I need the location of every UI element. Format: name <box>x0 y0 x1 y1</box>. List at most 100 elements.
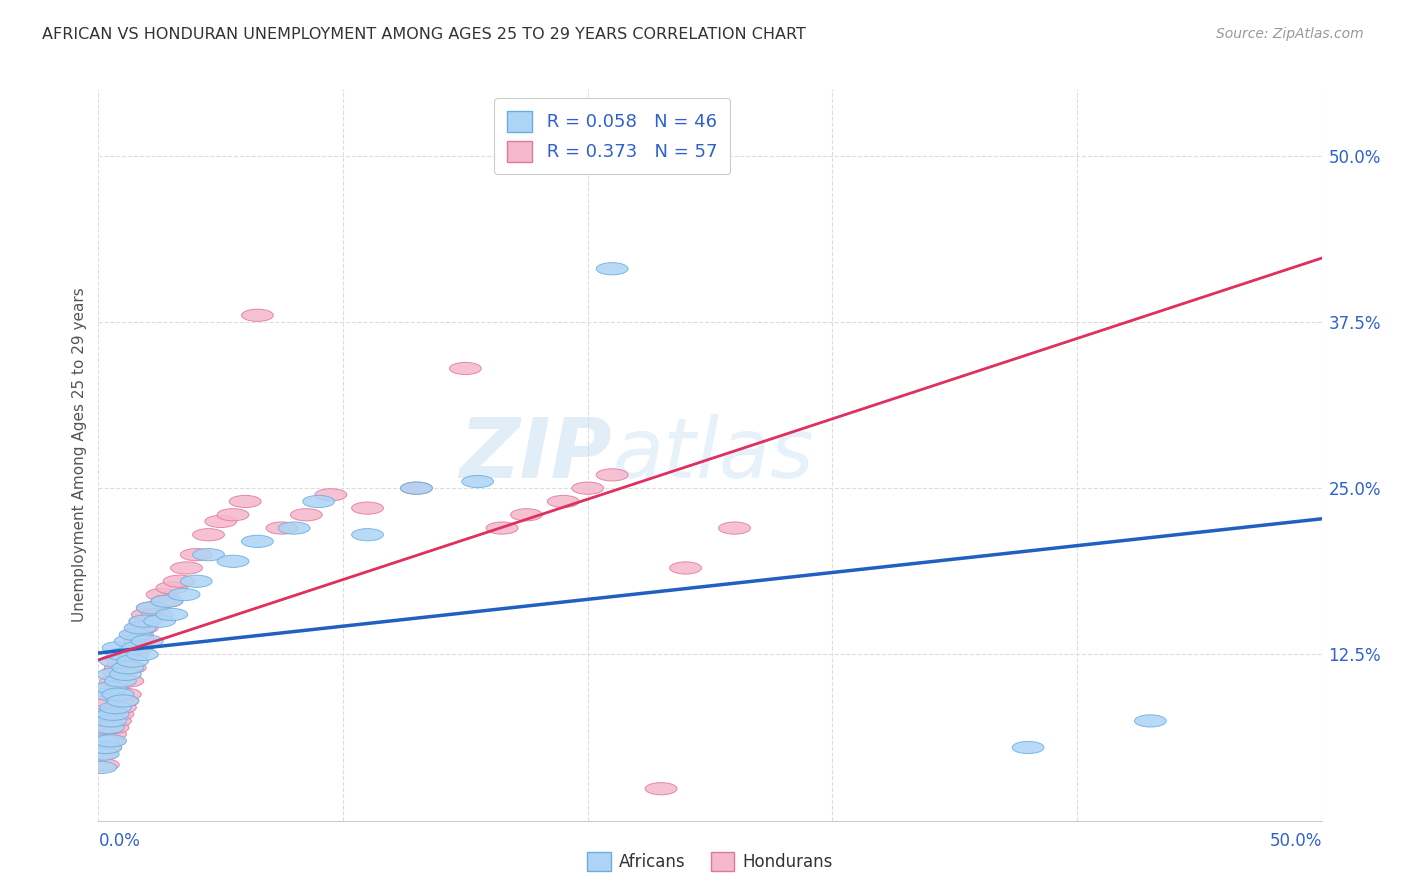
Ellipse shape <box>100 675 131 687</box>
Ellipse shape <box>547 495 579 508</box>
Text: 50.0%: 50.0% <box>1270 831 1322 849</box>
Ellipse shape <box>669 562 702 574</box>
Ellipse shape <box>100 714 131 727</box>
Ellipse shape <box>302 495 335 508</box>
Ellipse shape <box>129 615 160 627</box>
Ellipse shape <box>1012 741 1045 754</box>
Ellipse shape <box>150 595 183 607</box>
Ellipse shape <box>352 502 384 514</box>
Ellipse shape <box>163 575 195 587</box>
Ellipse shape <box>104 701 136 714</box>
Ellipse shape <box>97 722 129 733</box>
Text: 0.0%: 0.0% <box>98 831 141 849</box>
Ellipse shape <box>94 681 127 694</box>
Ellipse shape <box>104 662 136 673</box>
Ellipse shape <box>141 608 173 621</box>
Ellipse shape <box>129 615 160 627</box>
Ellipse shape <box>93 695 124 707</box>
Ellipse shape <box>510 508 543 521</box>
Ellipse shape <box>486 522 517 534</box>
Ellipse shape <box>205 516 236 527</box>
Ellipse shape <box>94 728 127 740</box>
Ellipse shape <box>84 762 117 773</box>
Ellipse shape <box>110 668 141 681</box>
Ellipse shape <box>87 748 120 760</box>
Ellipse shape <box>450 362 481 375</box>
Ellipse shape <box>122 641 153 654</box>
Ellipse shape <box>1135 714 1167 727</box>
Ellipse shape <box>84 748 117 760</box>
Ellipse shape <box>217 555 249 567</box>
Ellipse shape <box>120 628 150 640</box>
Ellipse shape <box>117 655 149 667</box>
Ellipse shape <box>94 714 127 727</box>
Ellipse shape <box>94 689 127 700</box>
Ellipse shape <box>114 635 146 648</box>
Text: AFRICAN VS HONDURAN UNEMPLOYMENT AMONG AGES 25 TO 29 YEARS CORRELATION CHART: AFRICAN VS HONDURAN UNEMPLOYMENT AMONG A… <box>42 27 806 42</box>
Ellipse shape <box>93 689 124 700</box>
Ellipse shape <box>193 529 225 541</box>
Ellipse shape <box>193 549 225 561</box>
Ellipse shape <box>94 735 127 747</box>
Ellipse shape <box>131 608 163 621</box>
Ellipse shape <box>107 648 139 660</box>
Ellipse shape <box>104 675 136 687</box>
Ellipse shape <box>136 602 169 614</box>
Ellipse shape <box>107 695 139 707</box>
Ellipse shape <box>572 482 603 494</box>
Ellipse shape <box>97 708 129 721</box>
Ellipse shape <box>87 735 120 747</box>
Ellipse shape <box>112 662 143 673</box>
Ellipse shape <box>87 759 120 771</box>
Ellipse shape <box>107 695 139 707</box>
Ellipse shape <box>242 310 273 321</box>
Ellipse shape <box>103 689 134 700</box>
Ellipse shape <box>97 681 129 694</box>
Ellipse shape <box>229 495 262 508</box>
Ellipse shape <box>103 708 134 721</box>
Ellipse shape <box>150 595 183 607</box>
Ellipse shape <box>461 475 494 488</box>
Ellipse shape <box>90 741 122 754</box>
Ellipse shape <box>596 262 628 275</box>
Ellipse shape <box>180 549 212 561</box>
Ellipse shape <box>84 728 117 740</box>
Ellipse shape <box>127 648 159 660</box>
Ellipse shape <box>103 665 134 678</box>
Ellipse shape <box>315 489 347 501</box>
Legend: Africans, Hondurans: Africans, Hondurans <box>581 846 839 878</box>
Ellipse shape <box>124 622 156 634</box>
Ellipse shape <box>131 635 163 648</box>
Text: atlas: atlas <box>612 415 814 495</box>
Ellipse shape <box>93 735 124 747</box>
Ellipse shape <box>645 782 678 795</box>
Ellipse shape <box>122 628 153 640</box>
Text: ZIP: ZIP <box>460 415 612 495</box>
Ellipse shape <box>266 522 298 534</box>
Ellipse shape <box>169 589 200 600</box>
Ellipse shape <box>103 641 134 654</box>
Ellipse shape <box>100 655 131 667</box>
Ellipse shape <box>242 535 273 548</box>
Ellipse shape <box>93 722 124 733</box>
Ellipse shape <box>146 589 179 600</box>
Ellipse shape <box>217 508 249 521</box>
Ellipse shape <box>90 708 122 721</box>
Ellipse shape <box>90 741 122 754</box>
Ellipse shape <box>114 662 146 673</box>
Ellipse shape <box>110 689 141 700</box>
Ellipse shape <box>107 655 139 667</box>
Ellipse shape <box>136 602 169 614</box>
Ellipse shape <box>401 482 433 494</box>
Ellipse shape <box>127 622 159 634</box>
Ellipse shape <box>124 635 156 648</box>
Text: Source: ZipAtlas.com: Source: ZipAtlas.com <box>1216 27 1364 41</box>
Ellipse shape <box>120 641 150 654</box>
Ellipse shape <box>87 722 120 733</box>
Ellipse shape <box>156 608 188 621</box>
Ellipse shape <box>596 469 628 481</box>
Ellipse shape <box>180 575 212 587</box>
Ellipse shape <box>90 708 122 721</box>
Ellipse shape <box>401 482 433 494</box>
Ellipse shape <box>112 675 143 687</box>
